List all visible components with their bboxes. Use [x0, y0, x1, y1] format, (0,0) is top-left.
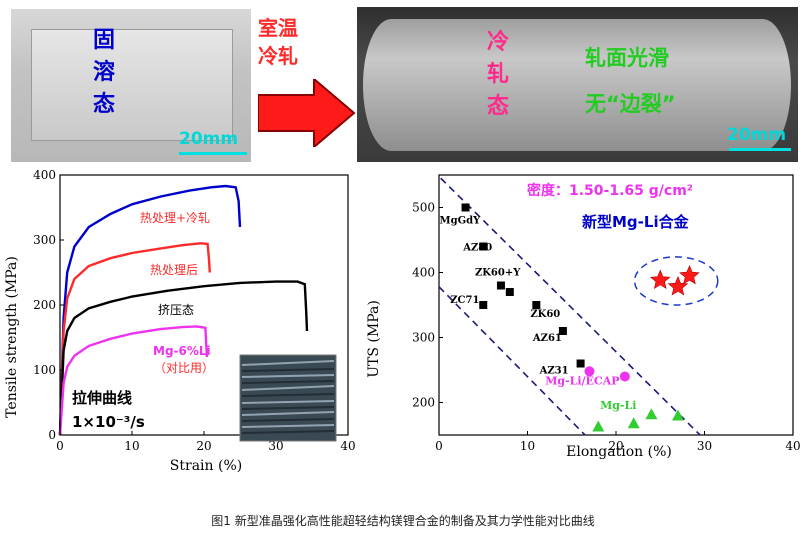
note-line: 轧面光滑 [585, 46, 669, 70]
series-line-3 [58, 325, 209, 436]
x-axis-label: Strain (%) [170, 458, 242, 474]
series-line-0 [58, 184, 242, 436]
x-tick-label: 20 [196, 439, 211, 453]
series-label-extruded: 挤压态 [158, 302, 194, 317]
uts-elongation-chart: 0 10 20 30 40 200 300 400 500 MgGdY AZ80 ZK60+Y ZC7… [366, 174, 801, 460]
series-line-1 [58, 242, 211, 436]
label-line: 态 [93, 92, 116, 117]
alloy-point [479, 301, 488, 309]
alloy-point [532, 301, 541, 309]
mg-li-ecap-point [584, 366, 595, 377]
x-tick-label: 40 [785, 439, 800, 453]
note-line: 无“边裂” [585, 92, 676, 116]
label-line: 轧 [487, 62, 510, 87]
cold-rolled-photo: 冷 轧 态 轧面光滑 无“边裂” 20mm [357, 7, 798, 162]
alloy-label: MgGdY [440, 216, 482, 227]
label-line: 室温 [258, 16, 298, 40]
label-line: 冷轧 [258, 44, 298, 68]
band-lower-line [438, 286, 586, 436]
alloy-label: ZC71 [450, 295, 479, 306]
y-tick-label: 500 [412, 201, 435, 215]
alloy-point [479, 242, 488, 251]
mg-li-point [592, 420, 605, 432]
y-tick-label: 400 [412, 266, 435, 280]
mg-li-point [627, 417, 640, 429]
new-alloy-star [667, 276, 689, 296]
microstructure-inset [239, 354, 337, 442]
label-line: 固 [93, 28, 116, 53]
alloy-point [461, 203, 470, 212]
rolled-sheet [363, 19, 791, 151]
tensile-curve-title: 拉伸曲线 [72, 389, 132, 407]
scale-bar-right [729, 148, 791, 151]
right-photo-label: 冷 轧 态 [487, 27, 509, 123]
metal-block [31, 29, 233, 141]
label-line: 溶 [93, 60, 116, 85]
alloy-label: AZ61 [532, 333, 562, 344]
figure-caption: 图1 新型准晶强化高性能超轻结构镁锂合金的制备及其力学性能对比曲线 [211, 514, 595, 528]
arrow-label: 室温 冷轧 [258, 14, 298, 70]
x-tick-label: 20 [608, 439, 623, 453]
x-tick-label: 10 [520, 439, 535, 453]
label-line: 冷 [487, 30, 510, 55]
y-tick-label: 200 [412, 396, 435, 410]
x-tick-label: 10 [124, 439, 139, 453]
alloy-point [496, 281, 505, 290]
x-axis-label: Elongation (%) [566, 444, 672, 460]
series-label-mg6li: Mg-6%Li [153, 344, 211, 358]
alloy-label: ZK60+Y [475, 268, 521, 279]
right-photo-note: 轧面光滑 无“边裂” [585, 35, 676, 127]
y-axis-label: UTS (MPa) [366, 300, 382, 378]
y-tick-label: 100 [33, 363, 56, 377]
band-upper-line [440, 177, 701, 436]
mg-li-ecap-label: Mg-Li/ECAP [545, 374, 619, 387]
y-tick-label: 400 [33, 168, 56, 182]
mg-li-ecap-point [619, 371, 630, 382]
alloy-point [505, 288, 514, 296]
x-tick-label: 0 [435, 439, 443, 453]
alloy-point [558, 327, 567, 335]
process-arrow-icon [258, 79, 356, 147]
x-tick-label: 30 [697, 439, 712, 453]
scale-label-left: 20mm [179, 129, 239, 149]
mg-li-point [671, 409, 684, 421]
y-tick-label: 0 [48, 428, 56, 442]
new-alloy-title: 新型Mg-Li合金 [582, 213, 690, 231]
mg-li-point [645, 408, 658, 420]
strain-rate: 1×10⁻³/s [72, 413, 145, 431]
stars-highlight-ellipse [633, 256, 719, 306]
alloy-label: AZ31 [539, 366, 569, 377]
solid-solution-photo: 固 溶 态 20mm [11, 9, 251, 162]
label-line: 态 [487, 94, 510, 119]
alloy-point [576, 359, 585, 368]
series-label-heat-cold: 热处理+冷轧 [140, 211, 210, 225]
x-tick-label: 0 [56, 439, 64, 453]
y-tick-label: 200 [33, 298, 56, 312]
scale-bar-left [179, 152, 247, 155]
left-photo-label: 固 溶 态 [93, 25, 115, 121]
y-tick-label: 300 [33, 233, 56, 247]
scale-label-right: 20mm [727, 125, 787, 145]
alloy-label: AZ80 [462, 243, 492, 254]
new-alloy-star [679, 265, 700, 285]
comparison-note: （对比用） [154, 361, 214, 375]
density-note: 密度：1.50-1.65 g/cm² [526, 182, 693, 199]
y-axis-label: Tensile strength (MPa) [4, 256, 20, 418]
series-line-2 [58, 280, 309, 436]
alloy-label: ZK60 [530, 309, 560, 320]
x-tick-label: 40 [340, 439, 355, 453]
high-strength-band [438, 177, 719, 436]
y-tick-label: 300 [412, 331, 435, 345]
new-alloy-star [649, 269, 671, 290]
x-tick-label: 30 [268, 439, 283, 453]
series-label-heat: 热处理后 [150, 263, 198, 277]
mg-li-label: Mg-Li [600, 399, 636, 412]
